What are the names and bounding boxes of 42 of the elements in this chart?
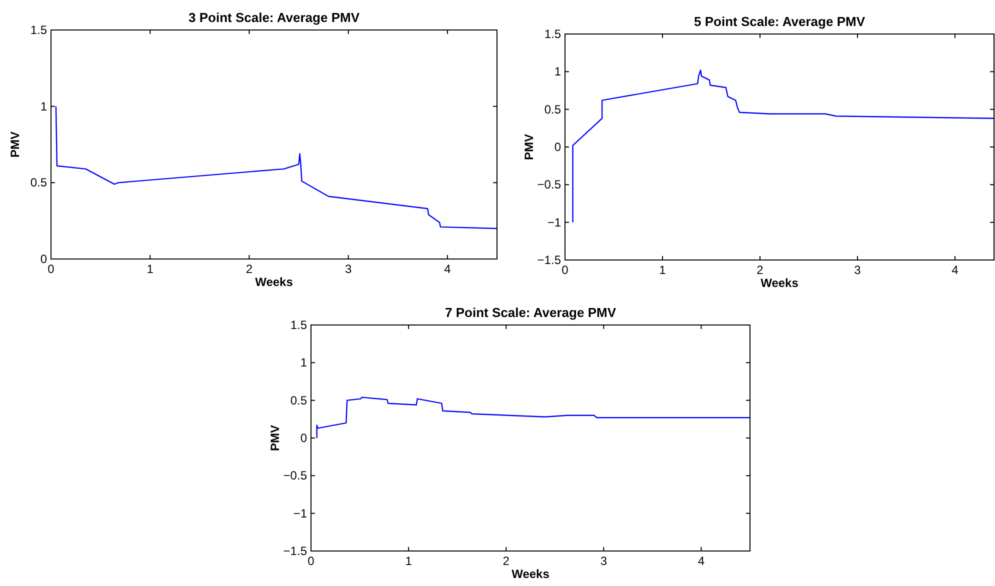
x-tick-label: 1 [405, 554, 412, 568]
y-tick-label: 1 [300, 356, 308, 370]
x-tick-label: 3 [854, 263, 862, 277]
x-tick-label: 3 [344, 262, 352, 276]
chart-title: 7 Point Scale: Average PMV [445, 305, 616, 320]
y-tick-label: −1.5 [537, 253, 562, 267]
x-tick-label: 2 [246, 262, 253, 276]
y-axis-title: PMV [268, 424, 282, 452]
x-tick-label: 4 [444, 262, 452, 276]
y-axis-title: PMV [8, 131, 22, 158]
y-tick-label: −0.5 [537, 178, 562, 192]
y-axis-title: PMV [522, 134, 536, 160]
chart-title: 5 Point Scale: Average PMV [694, 14, 866, 29]
y-tick-label: 0 [40, 252, 48, 266]
chart-title: 3 Point Scale: Average PMV [188, 10, 360, 25]
y-tick-label: 1 [554, 64, 562, 79]
x-tick-label: 2 [502, 554, 510, 568]
x-tick-label: 4 [698, 554, 705, 568]
y-tick-label: −1 [293, 506, 308, 520]
y-tick-label: 0 [300, 431, 308, 445]
y-tick-label: −0.5 [283, 468, 308, 483]
line-series [55, 106, 497, 230]
y-tick-label: 0.5 [544, 102, 562, 116]
y-tick-label: 0.5 [30, 176, 48, 190]
y-tick-label: 1 [40, 99, 48, 114]
x-tick-label: 3 [600, 554, 608, 568]
y-tick-label: 0 [554, 140, 562, 154]
x-axis-title: Weeks [255, 275, 294, 289]
x-tick-label: 4 [952, 263, 959, 277]
line-series [572, 70, 994, 223]
y-tick-label: 0.5 [290, 393, 308, 408]
x-tick-label: 1 [659, 263, 666, 277]
line-series [316, 396, 750, 439]
x-tick-label: 2 [756, 263, 764, 277]
y-tick-label: −1.5 [283, 544, 308, 558]
x-tick-label: 1 [146, 262, 154, 276]
y-tick-label: 1.5 [30, 23, 48, 37]
y-tick-label: 1.5 [544, 27, 562, 41]
y-tick-label: −1 [547, 215, 562, 230]
x-axis-title: Weeks [512, 567, 550, 581]
x-axis-title: Weeks [760, 276, 799, 290]
y-tick-label: 1.5 [290, 318, 308, 332]
